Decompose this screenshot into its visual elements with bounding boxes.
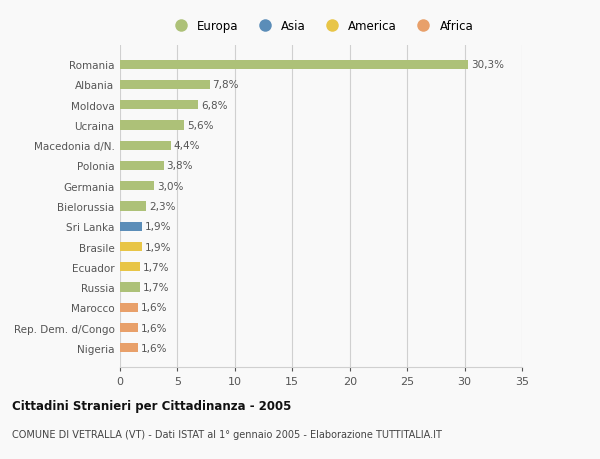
Text: 1,6%: 1,6% — [141, 343, 168, 353]
Text: 4,4%: 4,4% — [173, 141, 200, 151]
Text: 1,9%: 1,9% — [145, 222, 171, 232]
Bar — [120, 202, 146, 211]
Text: 1,7%: 1,7% — [142, 262, 169, 272]
Bar — [120, 222, 142, 231]
Text: 1,6%: 1,6% — [141, 323, 168, 333]
Bar — [120, 182, 154, 191]
Text: 3,8%: 3,8% — [167, 161, 193, 171]
Text: 5,6%: 5,6% — [187, 121, 214, 131]
Bar — [120, 263, 140, 272]
Bar — [120, 323, 139, 332]
Bar — [120, 242, 142, 252]
Text: 1,7%: 1,7% — [142, 282, 169, 292]
Bar — [120, 162, 164, 171]
Text: 6,8%: 6,8% — [201, 101, 227, 111]
Text: 2,3%: 2,3% — [149, 202, 176, 212]
Bar — [120, 101, 198, 110]
Text: Cittadini Stranieri per Cittadinanza - 2005: Cittadini Stranieri per Cittadinanza - 2… — [12, 399, 292, 412]
Bar — [120, 141, 170, 151]
Text: 3,0%: 3,0% — [157, 181, 184, 191]
Bar — [120, 283, 140, 292]
Legend: Europa, Asia, America, Africa: Europa, Asia, America, Africa — [169, 20, 473, 33]
Text: 7,8%: 7,8% — [212, 80, 239, 90]
Bar — [120, 121, 184, 130]
Text: 1,9%: 1,9% — [145, 242, 171, 252]
Bar — [120, 343, 139, 353]
Text: 1,6%: 1,6% — [141, 302, 168, 313]
Text: 30,3%: 30,3% — [471, 60, 504, 70]
Bar — [120, 61, 468, 70]
Text: COMUNE DI VETRALLA (VT) - Dati ISTAT al 1° gennaio 2005 - Elaborazione TUTTITALI: COMUNE DI VETRALLA (VT) - Dati ISTAT al … — [12, 429, 442, 439]
Bar — [120, 81, 209, 90]
Bar — [120, 303, 139, 312]
